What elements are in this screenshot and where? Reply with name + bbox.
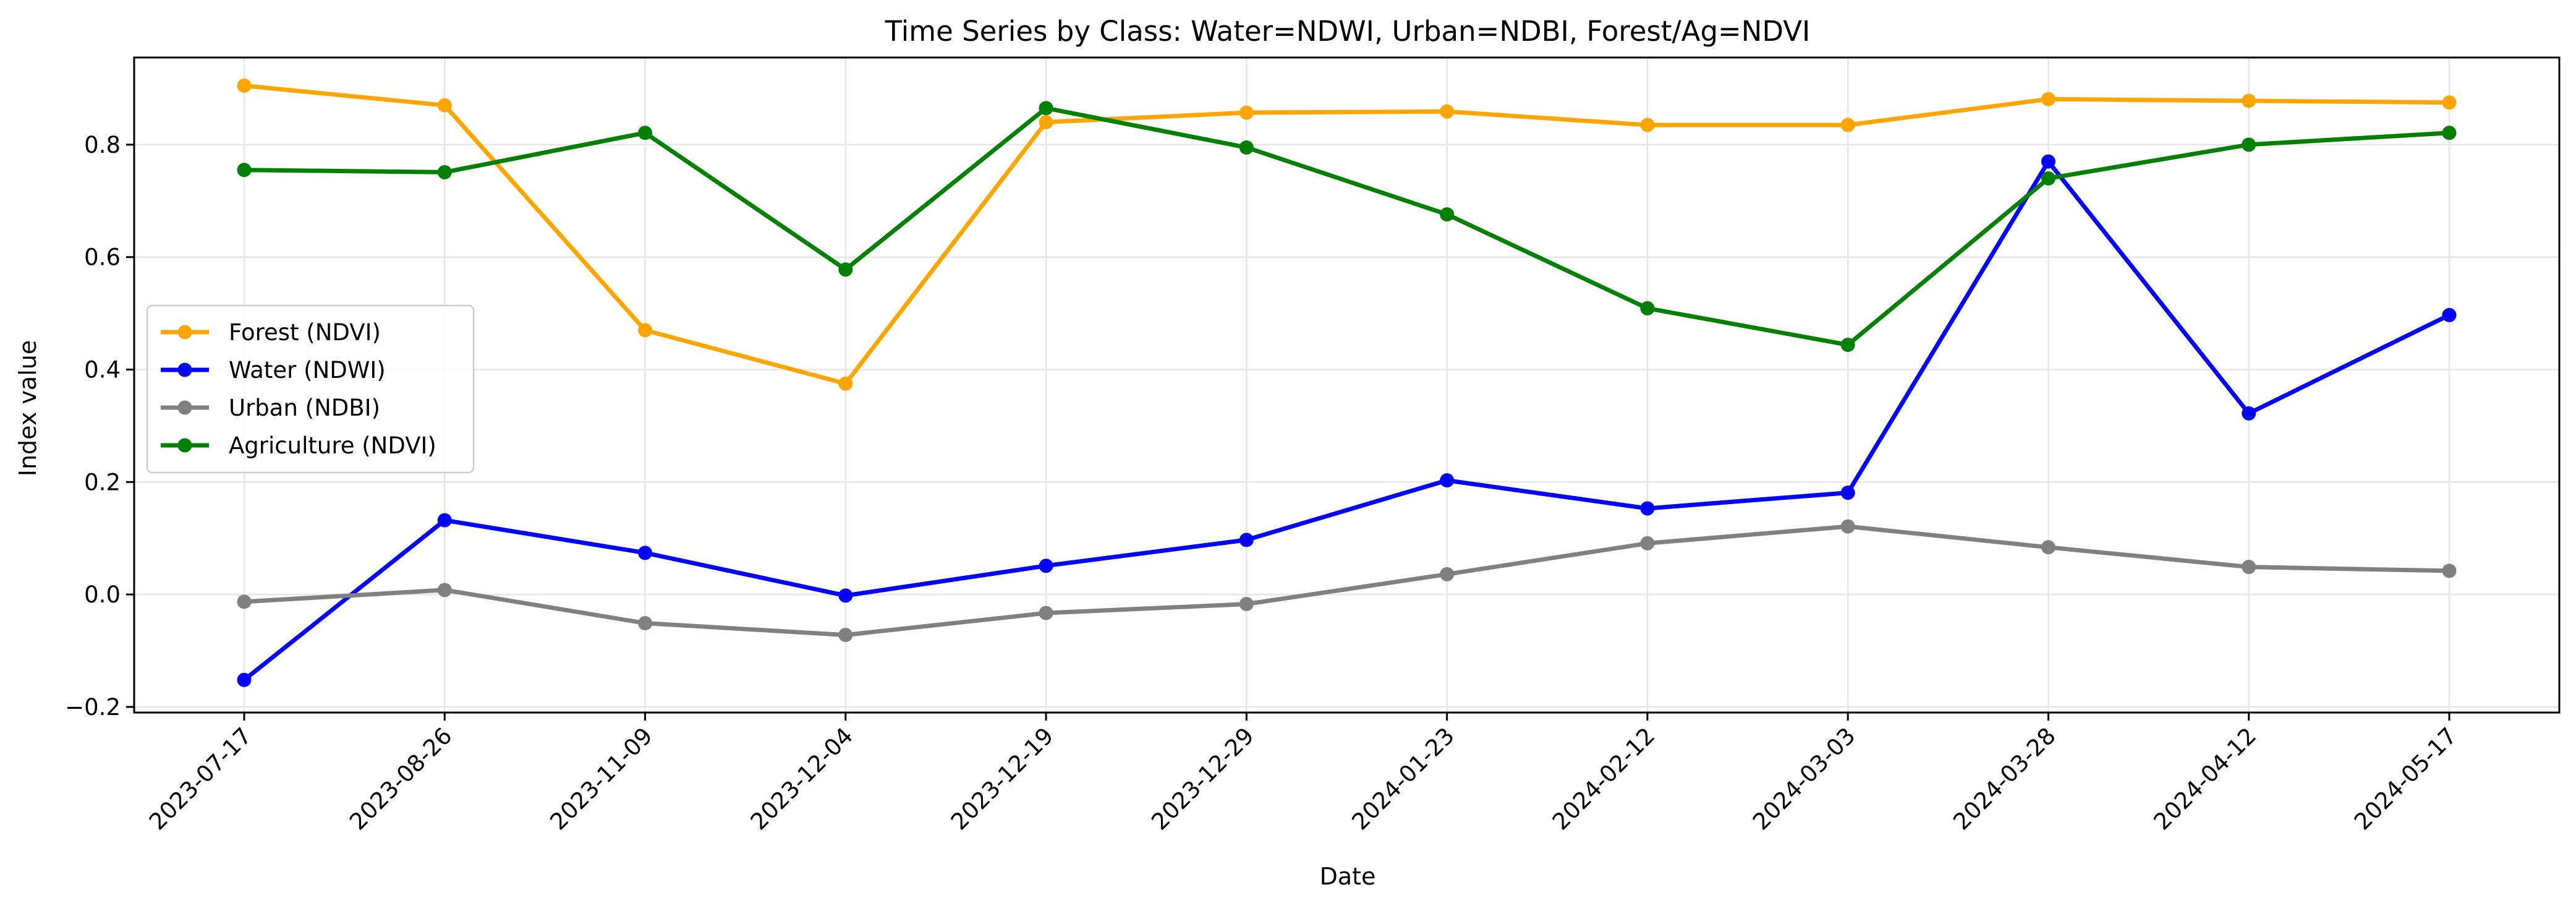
legend-box: [146, 304, 475, 474]
x-tick-label: 2024-03-03: [1748, 722, 1860, 835]
plot-frame: [133, 56, 2561, 714]
series-line: [242, 524, 2452, 638]
x-tick-label: 2023-11-09: [545, 722, 657, 835]
series-line: [242, 84, 2452, 386]
series-point: [2041, 92, 2055, 106]
y-tick-label: 0.6: [84, 244, 121, 271]
series-point: [638, 323, 653, 338]
series-point: [437, 165, 452, 179]
series-point: [1840, 338, 1855, 353]
series-point: [1840, 519, 1855, 534]
y-tick-label: 0.2: [84, 469, 121, 495]
series-point: [638, 546, 653, 560]
series-point: [237, 672, 252, 687]
series-point: [838, 262, 853, 277]
series-point: [2442, 563, 2457, 578]
legend-label: Urban (NDBI): [229, 395, 380, 421]
x-tick-label: 2023-12-04: [746, 722, 858, 835]
x-tick-label: 2024-04-12: [2149, 722, 2261, 835]
chart-title: Time Series by Class: Water=NDWI, Urban=…: [885, 15, 1811, 48]
series-point: [1440, 473, 1455, 488]
series-point: [2442, 95, 2457, 110]
series-point: [1640, 536, 1655, 550]
series-point: [2442, 126, 2457, 140]
x-tick-label: 2024-01-23: [1347, 722, 1460, 835]
y-tick-label: 0.8: [84, 132, 121, 158]
series-lines: [237, 78, 2457, 687]
series-point: [2242, 406, 2256, 421]
series-point: [1039, 101, 1053, 116]
series-point: [2041, 540, 2055, 555]
series-point: [437, 513, 452, 528]
series-point: [1640, 301, 1655, 315]
series-line: [242, 159, 2452, 682]
series-point: [1440, 104, 1455, 119]
series-point: [2442, 307, 2457, 322]
series-point: [1039, 559, 1053, 573]
series-point: [237, 594, 252, 609]
series-point: [1039, 115, 1053, 130]
series-point: [2242, 137, 2256, 152]
x-tick-label: 2023-12-29: [1146, 722, 1259, 835]
legend-label: Forest (NDVI): [229, 319, 381, 346]
legend-swatch-marker: [177, 362, 192, 377]
series-line: [242, 106, 2452, 347]
x-axis-label: Date: [1320, 863, 1376, 890]
series-point: [1640, 118, 1655, 132]
series-point: [1640, 501, 1655, 516]
legend: Forest (NDVI) Water (NDWI) Urban (NDBI) Agr…: [146, 304, 475, 474]
y-axis-label: Index value: [14, 340, 41, 477]
series-point: [437, 583, 452, 597]
x-tick-label: 2023-08-26: [344, 722, 457, 835]
series-point: [1440, 207, 1455, 222]
series-point: [638, 126, 653, 140]
series-point: [237, 163, 252, 178]
series-point: [237, 78, 252, 93]
y-tick-label: 0.0: [84, 581, 121, 608]
x-tick-label: 2024-05-17: [2349, 722, 2462, 835]
legend-label: Water (NDWI): [229, 357, 386, 383]
series-point: [1239, 140, 1254, 155]
x-tick-label: 2024-03-28: [1948, 722, 2060, 835]
y-tick-label: −0.2: [65, 694, 121, 721]
series-point: [1840, 118, 1855, 132]
series-point: [838, 628, 853, 643]
x-tick-label: 2023-12-19: [946, 722, 1058, 835]
series-point: [838, 376, 853, 391]
legend-swatch-marker: [177, 325, 192, 340]
legend-swatch-marker: [177, 400, 192, 415]
series-point: [1039, 606, 1053, 620]
series-point: [1239, 533, 1254, 547]
legend-label: Agriculture (NDVI): [229, 432, 436, 459]
y-tick-label: 0.4: [84, 357, 121, 383]
series-point: [2041, 154, 2055, 169]
legend-swatch-marker: [177, 438, 192, 453]
series-point: [1840, 486, 1855, 500]
series-point: [1239, 597, 1254, 612]
series-point: [2041, 171, 2055, 186]
grid: [134, 58, 2559, 713]
series-point: [437, 98, 452, 113]
series-point: [838, 588, 853, 603]
series-point: [2242, 560, 2256, 575]
x-tick-label: 2024-02-12: [1547, 722, 1660, 835]
series-point: [1239, 105, 1254, 120]
x-tick-label: 2023-07-17: [144, 722, 257, 835]
series-point: [638, 615, 653, 630]
series-point: [2242, 93, 2256, 108]
series-point: [1440, 567, 1455, 581]
